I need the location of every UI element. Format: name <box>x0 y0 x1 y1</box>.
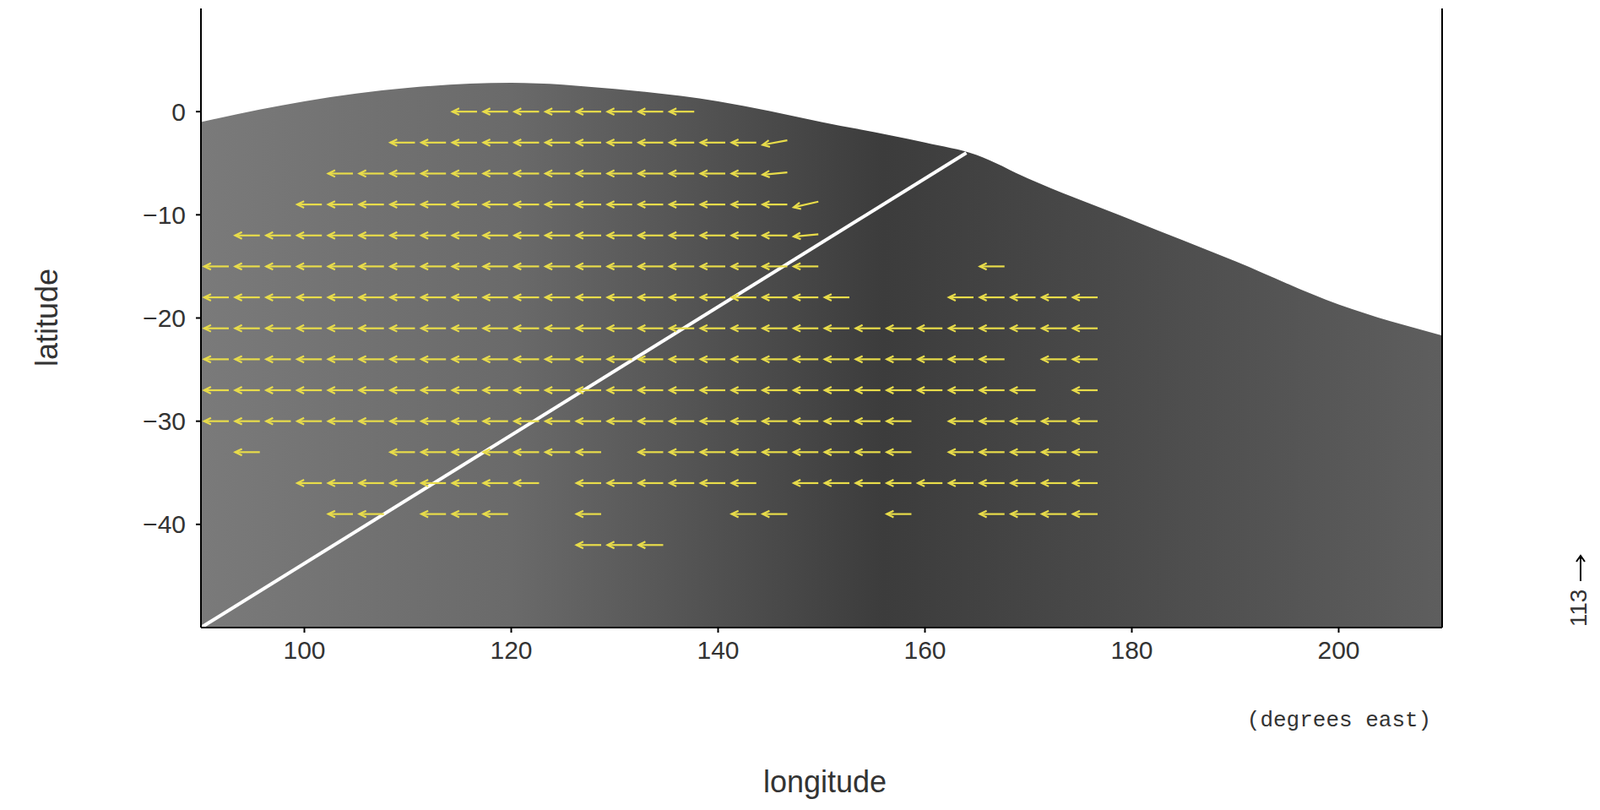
svg-text:(degrees east): (degrees east) <box>1247 707 1432 733</box>
svg-text:200: 200 <box>1317 635 1360 664</box>
svg-text:160: 160 <box>903 635 946 664</box>
svg-text:120: 120 <box>489 635 532 664</box>
svg-text:−40: −40 <box>142 509 186 538</box>
svg-text:100: 100 <box>282 635 326 664</box>
svg-text:−30: −30 <box>142 406 186 435</box>
svg-text:latitude: latitude <box>29 268 65 367</box>
svg-text:113: 113 <box>1565 589 1592 628</box>
svg-text:0: 0 <box>171 97 186 126</box>
svg-text:140: 140 <box>696 635 739 664</box>
svg-text:−20: −20 <box>142 303 186 332</box>
svg-text:longitude: longitude <box>763 764 887 799</box>
svg-text:180: 180 <box>1110 635 1153 664</box>
svg-text:−10: −10 <box>142 200 186 229</box>
